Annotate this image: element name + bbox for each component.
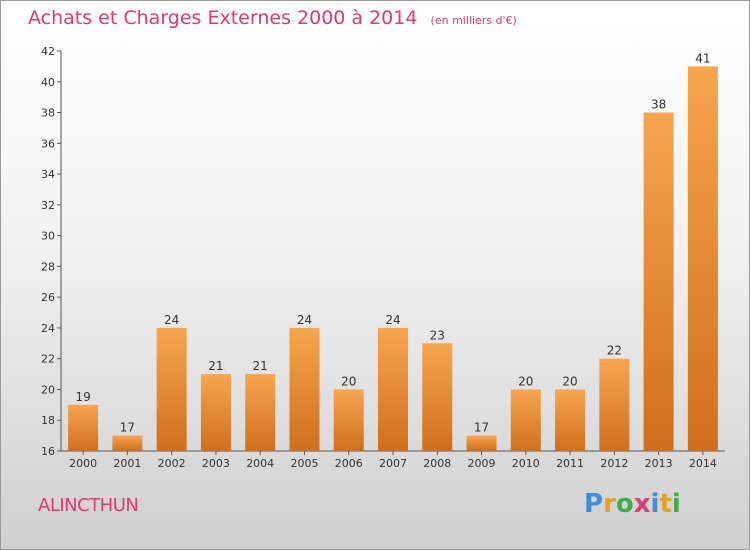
data-label-2014: 41 — [695, 51, 710, 65]
y-tick-label: 42 — [41, 45, 55, 58]
x-tick-label: 2008 — [423, 457, 451, 470]
proxiti-logo-letter: t — [659, 489, 672, 519]
bar-2003 — [200, 374, 231, 451]
x-tick-label: 2007 — [379, 457, 407, 470]
x-tick-label: 2004 — [246, 457, 274, 470]
proxiti-logo: Proxiti — [584, 489, 681, 519]
proxiti-logo-letter: i — [671, 489, 681, 519]
data-label-2002: 24 — [164, 313, 179, 327]
x-tick-label: 2006 — [335, 457, 363, 470]
bar-2001 — [112, 435, 143, 451]
y-tick-label: 30 — [41, 230, 55, 243]
y-tick-label: 22 — [41, 353, 55, 366]
bar-2011 — [555, 389, 586, 451]
data-label-2010: 20 — [518, 374, 533, 388]
bar-2012 — [599, 358, 630, 451]
title-row: Achats et Charges Externes 2000 à 2014 (… — [28, 7, 517, 29]
data-label-2012: 22 — [607, 344, 622, 358]
data-label-2003: 21 — [208, 359, 223, 373]
y-tick-label: 36 — [41, 137, 55, 150]
bar-2002 — [156, 327, 187, 451]
bar-2007 — [378, 327, 408, 451]
data-label-2011: 20 — [562, 374, 577, 388]
y-tick-label: 18 — [41, 414, 55, 427]
y-tick-label: 20 — [41, 383, 55, 396]
bar-2000 — [68, 404, 99, 451]
x-tick-label: 2013 — [645, 457, 673, 470]
y-tick-label: 34 — [41, 168, 55, 181]
x-tick-label: 2005 — [290, 457, 318, 470]
chart-unit: (en milliers d'€) — [430, 14, 517, 27]
bars — [68, 66, 718, 452]
x-tick-label: 2009 — [468, 457, 496, 470]
proxiti-logo-letter: x — [633, 489, 651, 519]
x-tick-label: 2014 — [689, 457, 717, 470]
data-label-2004: 21 — [253, 359, 268, 373]
y-tick-label: 40 — [41, 76, 55, 89]
bar-2013 — [643, 112, 674, 452]
data-label-2001: 17 — [120, 421, 135, 435]
bar-2006 — [333, 389, 364, 451]
data-label-2009: 17 — [474, 421, 489, 435]
data-label-2008: 23 — [430, 328, 445, 342]
x-tick-label: 2003 — [202, 457, 230, 470]
bar-2014 — [687, 66, 718, 451]
bar-2005 — [289, 327, 320, 451]
commune-name: ALINCTHUN — [38, 495, 139, 516]
y-tick-label: 24 — [41, 322, 55, 335]
data-label-2007: 24 — [385, 313, 400, 327]
proxiti-logo-letter: i — [650, 489, 660, 519]
data-label-2000: 19 — [75, 390, 90, 404]
data-label-2005: 24 — [297, 313, 312, 327]
x-tick-label: 2001 — [113, 457, 141, 470]
bar-2010 — [510, 389, 541, 451]
chart-title: Achats et Charges Externes 2000 à 2014 — [28, 7, 418, 29]
bar-2009 — [466, 435, 497, 451]
data-labels: 19 17 24 21 21 24 20 24 23 17 20 20 22 38 41 — [75, 51, 710, 434]
bar-2004 — [245, 374, 276, 451]
x-tick-label: 2012 — [600, 457, 628, 470]
x-tick-label: 2010 — [512, 457, 540, 470]
y-tick-label: 28 — [41, 260, 55, 273]
bar-2008 — [422, 343, 453, 451]
x-tick-label: 2011 — [556, 457, 584, 470]
data-label-2006: 20 — [341, 374, 356, 388]
proxiti-logo-letter: P — [584, 489, 604, 519]
x-tick-label: 2002 — [158, 457, 186, 470]
y-tick-label: 16 — [41, 445, 55, 458]
proxiti-logo-letter: r — [603, 489, 616, 519]
proxiti-logo-letter: o — [615, 489, 634, 519]
x-tick-label: 2000 — [69, 457, 97, 470]
y-tick-label: 26 — [41, 291, 55, 304]
y-tick-label: 32 — [41, 199, 55, 212]
data-label-2013: 38 — [651, 98, 666, 112]
y-tick-label: 38 — [41, 107, 55, 120]
